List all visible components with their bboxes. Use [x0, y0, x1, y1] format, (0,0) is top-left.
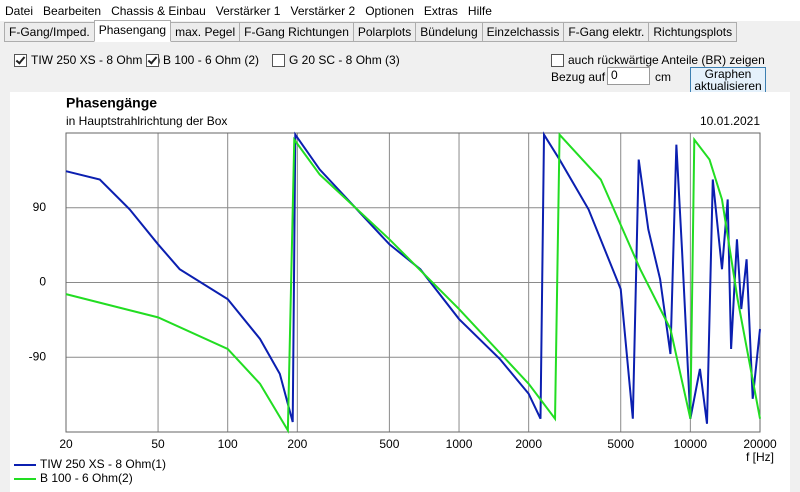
- chart-panel: [10, 92, 790, 492]
- tab[interactable]: F-Gang elektr.: [563, 22, 650, 42]
- y-tick-label: -90: [29, 349, 47, 363]
- series-line: [65, 131, 761, 424]
- series-line: [65, 132, 761, 434]
- unit: cm: [655, 70, 671, 84]
- label: Bezug auf: [551, 70, 606, 84]
- checkbox[interactable]: [146, 53, 159, 67]
- menu-bar: Datei Bearbeiten Chassis & Einbau Verstärke…: [0, 0, 800, 21]
- menu-item[interactable]: Optionen: [365, 3, 414, 18]
- y-tick-label: 0: [39, 275, 46, 289]
- text-input[interactable]: 0: [607, 67, 650, 85]
- checkbox[interactable]: [551, 53, 564, 67]
- tab[interactable]: Bündelung: [415, 22, 483, 42]
- menu-item[interactable]: Extras: [423, 3, 458, 18]
- tab[interactable]: F-Gang Richtungen: [239, 22, 354, 42]
- checkbox-label: B 100 - 6 Ohm (2): [163, 53, 260, 67]
- driver-option[interactable]: TIW 250 XS - 8 Ohm (1): [14, 53, 160, 67]
- tab[interactable]: max. Pegel: [170, 22, 241, 42]
- legend-label: B 100 - 6 Ohm(2): [40, 471, 133, 485]
- x-tick-label: 100: [218, 437, 238, 451]
- chart-date: 10.01.2021: [700, 114, 760, 128]
- x-axis-label: f [Hz]: [746, 450, 774, 464]
- checkbox[interactable]: [272, 53, 285, 67]
- tab[interactable]: Polarplots: [352, 22, 417, 42]
- tab[interactable]: Phasengang: [93, 20, 172, 42]
- plot-border: [65, 132, 761, 433]
- menu-item[interactable]: Chassis & Einbau: [111, 3, 206, 18]
- x-tick-label: 20000: [743, 437, 777, 451]
- x-tick-label: 1000: [446, 437, 473, 451]
- x-tick-label: 500: [379, 437, 399, 451]
- menu-item[interactable]: Verstärker 2: [290, 3, 356, 18]
- chart-title: Phasengänge: [66, 95, 157, 111]
- menu-item[interactable]: Verstärker 1: [215, 3, 281, 18]
- x-tick-label: 50: [151, 437, 165, 451]
- x-tick-label: 20: [59, 437, 73, 451]
- checkbox[interactable]: [14, 53, 27, 67]
- driver-option[interactable]: G 20 SC - 8 Ohm (3): [272, 53, 400, 67]
- x-tick-label: 5000: [607, 437, 634, 451]
- checkbox-label: auch rückwärtige Anteile (BR) zeigen: [568, 53, 765, 67]
- br-option[interactable]: auch rückwärtige Anteile (BR) zeigen: [551, 53, 765, 67]
- legend-label: TIW 250 XS - 8 Ohm(1): [40, 457, 166, 471]
- tab[interactable]: Einzelchassis: [481, 22, 565, 42]
- checkbox-label: TIW 250 XS - 8 Ohm (1): [31, 53, 161, 67]
- menu-item[interactable]: Hilfe: [467, 3, 492, 18]
- x-tick-label: 10000: [674, 437, 708, 451]
- tab[interactable]: Richtungsplots: [648, 22, 738, 42]
- tab-bar: F-Gang/Imped. Phasengang max. Pegel F-Gang …: [4, 20, 738, 44]
- y-tick-label: 90: [33, 200, 47, 214]
- checkbox-label: G 20 SC - 8 Ohm (3): [289, 53, 400, 67]
- menu-item[interactable]: Datei: [5, 3, 34, 18]
- x-tick-label: 200: [287, 437, 307, 451]
- tab[interactable]: F-Gang/Imped.: [4, 22, 95, 42]
- driver-option[interactable]: B 100 - 6 Ohm (2): [146, 53, 259, 67]
- chart-subtitle: in Hauptstrahlrichtung der Box: [66, 114, 227, 128]
- menu-item[interactable]: Bearbeiten: [43, 3, 102, 18]
- x-tick-label: 2000: [515, 437, 542, 451]
